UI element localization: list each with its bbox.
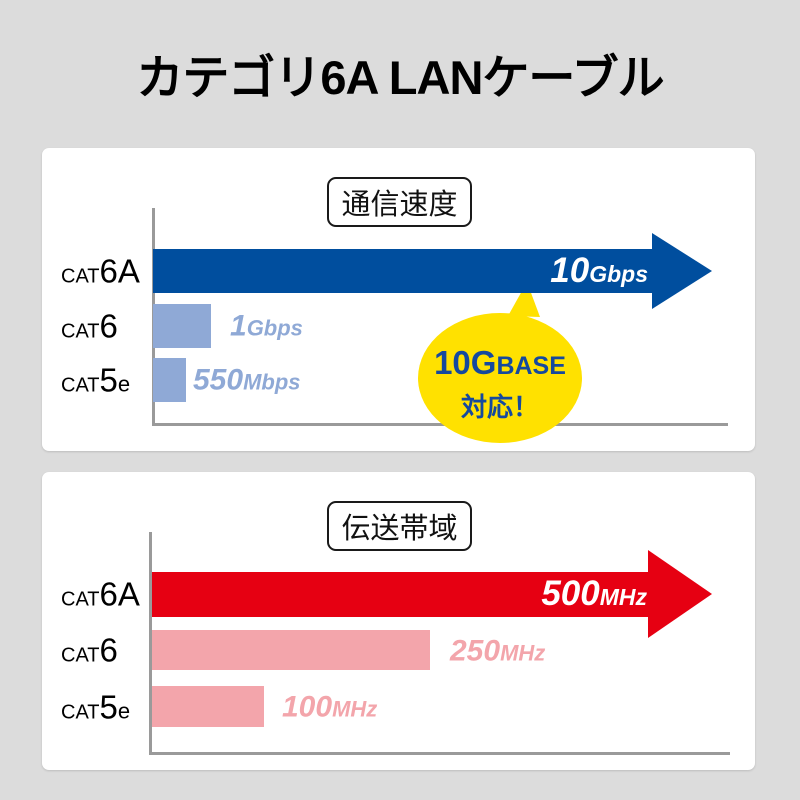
bandwidth-bar-cat6 xyxy=(152,630,430,670)
category-label-cat6a: CAT6A xyxy=(61,575,140,613)
bandwidth-chart-title-box: 伝送帯域 xyxy=(327,501,472,551)
speech-bubble-icon xyxy=(418,282,582,443)
category-label-cat5e: CAT5e xyxy=(61,361,131,399)
speed-arrow-bar-cat6a xyxy=(153,249,652,293)
speed-bar-cat6 xyxy=(153,304,211,348)
speed-x-axis xyxy=(152,423,728,426)
speed-chart-title-box: 通信速度 xyxy=(327,177,472,227)
annotation-line2: 対応！ xyxy=(460,392,539,422)
category-label-cat6: CAT6 xyxy=(61,307,118,345)
category-label-cat6a: CAT6A xyxy=(61,252,140,290)
bandwidth-bar-cat5e xyxy=(152,686,264,727)
value-label-10gbps: 10Gbps xyxy=(550,250,648,290)
value-label-250mhz: 250MHz xyxy=(450,634,546,668)
bandwidth-arrow-bar-cat6a xyxy=(152,572,648,617)
speed-arrow-head-icon xyxy=(652,233,712,309)
value-label-550mbps: 550Mbps xyxy=(193,363,301,397)
speed-chart-title: 通信速度 xyxy=(341,189,458,221)
category-label-cat6: CAT6 xyxy=(61,631,118,669)
bandwidth-y-axis xyxy=(149,532,152,755)
speed-chart-panel: 通信速度 CAT6A 10Gbps CAT6 1Gbps CAT5e 550Mb… xyxy=(42,148,755,451)
annotation-line1: 10GBASE xyxy=(434,344,566,381)
value-label-100mhz: 100MHz xyxy=(282,690,378,724)
value-label-1gbps: 1Gbps xyxy=(230,309,303,343)
category-label-cat5e: CAT5e xyxy=(61,688,131,726)
bandwidth-x-axis xyxy=(149,752,730,755)
speed-bar-cat5e xyxy=(153,358,186,402)
value-label-500mhz: 500MHz xyxy=(541,573,647,613)
page-title: カテゴリ6A LANケーブル xyxy=(136,51,664,104)
bandwidth-arrow-head-icon xyxy=(648,550,712,638)
annotation-10gbase: 10GBASE 対応！ xyxy=(410,344,590,426)
bandwidth-chart-panel: 伝送帯域 CAT6A 500MHz CAT6 250MHz CAT5e 100M… xyxy=(42,472,755,770)
bandwidth-chart-title: 伝送帯域 xyxy=(341,513,458,545)
